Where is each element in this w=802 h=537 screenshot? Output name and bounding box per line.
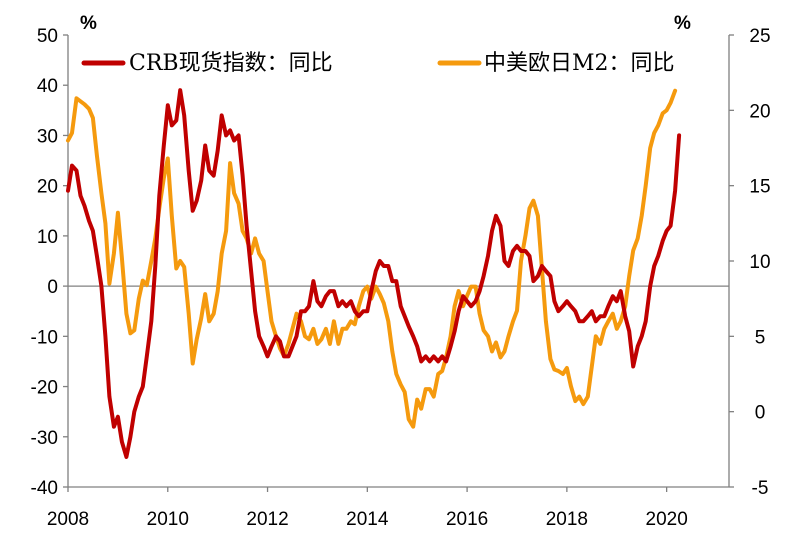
legend-label-crb: CRB现货指数：同比 — [129, 51, 333, 76]
legend: CRB现货指数：同比 中美欧日M2：同比 — [81, 51, 675, 76]
right-tick-label: 5 — [755, 327, 766, 348]
left-tick-labels: -40 -30 -20 -10 0 10 20 30 40 50 — [31, 26, 68, 499]
left-tick-label: -10 — [31, 327, 58, 348]
x-tick-label: 2008 — [47, 509, 89, 530]
left-tick-label: 0 — [47, 277, 58, 298]
left-tick-label: 30 — [37, 126, 58, 147]
right-unit-label: % — [674, 13, 691, 34]
x-tick-label: 2018 — [546, 509, 588, 530]
right-tick-label: 0 — [755, 403, 766, 424]
left-tick-label: 20 — [37, 177, 58, 198]
right-tick-labels: -5 0 5 10 15 20 25 — [729, 26, 771, 499]
left-tick-label: -20 — [31, 378, 58, 399]
right-tick-label: 10 — [749, 252, 770, 273]
left-tick-label: -40 — [31, 478, 58, 499]
right-tick-label: 20 — [749, 101, 770, 122]
right-tick-label: 25 — [749, 26, 770, 47]
x-tick-label: 2010 — [147, 509, 189, 530]
x-tick-label: 2014 — [346, 509, 389, 530]
left-tick-label: 50 — [37, 26, 58, 47]
x-tick-label: 2012 — [246, 509, 288, 530]
x-tick-label: 2016 — [446, 509, 488, 530]
left-tick-label: 10 — [37, 227, 58, 248]
series-line-crb — [66, 88, 682, 459]
x-tick-labels: 2008 2010 2012 2014 2016 2018 2020 — [47, 487, 688, 530]
left-tick-label: -30 — [31, 428, 58, 449]
left-tick-label: 40 — [37, 76, 58, 97]
series-layer — [66, 88, 682, 459]
right-tick-label: 15 — [749, 177, 770, 198]
x-tick-label: 2020 — [646, 509, 688, 530]
legend-label-m2: 中美欧日M2：同比 — [484, 51, 675, 76]
left-unit-label: % — [80, 13, 97, 34]
series-line-m2 — [66, 88, 678, 429]
right-tick-label: -5 — [752, 478, 769, 499]
